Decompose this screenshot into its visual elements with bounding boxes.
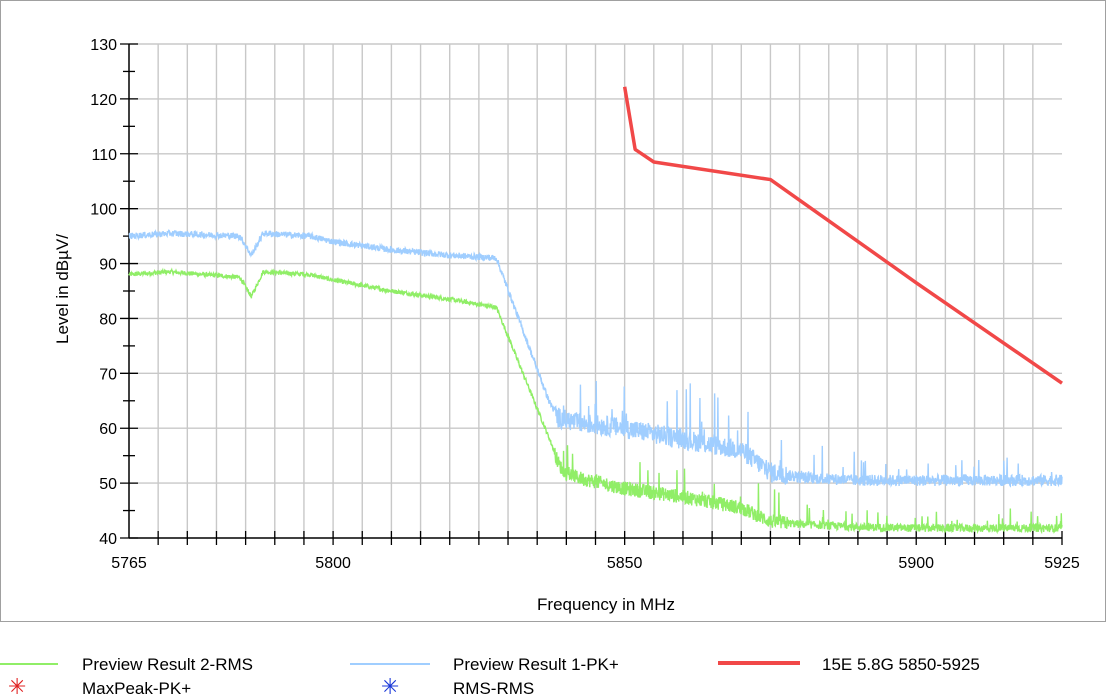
y-tick-label: 130 [90,37,117,54]
y-tick-label: 120 [90,92,117,109]
axis-layer: 40 50 60 70 80 90 100 110 120 130 5765 5800 5850 5900… [90,37,1080,572]
trace-preview-pk [128,228,1063,488]
y-tick-label: 80 [99,311,117,328]
y-tick-label: 60 [99,421,117,438]
legend-label-limit: 15E 5.8G 5850-5925 [822,655,980,674]
x-axis-title: Frequency in MHz [537,595,675,614]
y-tick-label: 40 [99,531,117,548]
y-tick-label: 110 [91,147,117,164]
x-tick-label: 5800 [315,555,351,572]
y-tick-label: 100 [90,202,117,219]
legend-label-pk: Preview Result 1-PK+ [453,655,619,674]
trace-preview-rms [128,267,1063,535]
x-tick-label: 5925 [1044,555,1080,572]
x-tick-label: 5850 [607,555,643,572]
legend-marker-maxpeak-icon: ✳ [8,675,26,699]
limit-line-15e [622,86,1063,385]
y-tick-label: 70 [99,366,117,383]
y-tick-label: 90 [99,257,117,274]
y-axis-title: Level in dBµV/ [53,234,72,344]
series-layer [128,86,1063,535]
legend-marker-rms-icon: ✳ [381,675,399,699]
legend-label-rms: Preview Result 2-RMS [82,655,253,674]
legend-label-maxpeak: MaxPeak-PK+ [82,679,191,698]
legend-label-rms-marker: RMS-RMS [453,679,534,698]
legend: Preview Result 2-RMS Preview Result 1-PK… [0,655,980,699]
y-tick-label: 50 [99,476,117,493]
x-tick-label: 5900 [898,555,934,572]
x-tick-label: 5765 [111,555,147,572]
grid-layer [129,43,1062,538]
